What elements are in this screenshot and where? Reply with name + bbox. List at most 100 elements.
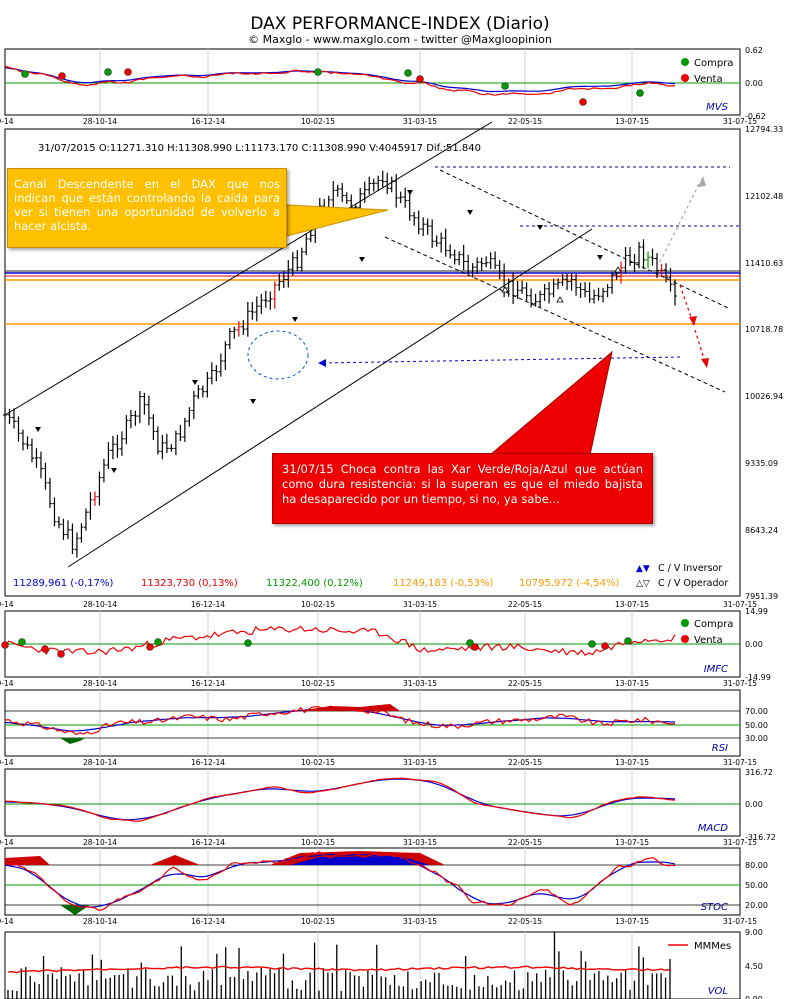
- rsi-y-tick-label: 30.00: [745, 734, 768, 743]
- macd-line: [4, 777, 676, 822]
- macd-x-tick-label: 28-10-14: [83, 838, 117, 847]
- rsi-oversold-fill: [60, 738, 85, 744]
- legend-sell-dot: [681, 74, 689, 82]
- buy-signal-dot: [154, 638, 162, 646]
- legend-buy-label: Compra: [694, 619, 733, 630]
- mvs-x-tick-label: 10-02-15: [301, 117, 335, 126]
- buy-signal-dot: [314, 68, 322, 76]
- legend-operador-label: C / V Operador: [658, 578, 728, 589]
- buy-signal-dot: [466, 639, 474, 647]
- operador-triangles: △▽: [636, 579, 650, 589]
- annotation-resistance-note: 31/07/15 Choca contra las Xar Verde/Roja…: [272, 453, 653, 524]
- buy-signal-dot: [18, 638, 26, 646]
- stoc-overbought-blue-fill: [290, 856, 430, 865]
- imfc-x-tick-label: 13-07-15: [615, 679, 649, 688]
- buy-signal-triangle: [614, 266, 622, 273]
- buy-signal-dot: [588, 640, 596, 648]
- buy-signal-dot: [21, 70, 29, 78]
- imfc-line: [4, 625, 676, 656]
- rsi-x-tick-label: 28-10-14: [83, 758, 117, 767]
- sell-signal-dot: [41, 645, 49, 653]
- macd-x-tick-label: 9-14: [0, 838, 14, 847]
- sell-signal-dot: [124, 68, 132, 76]
- stoc-x-tick-label: 13-07-15: [615, 917, 649, 926]
- imfc-y-tick-label: 14.99: [745, 607, 768, 616]
- buy-signal-dot: [404, 69, 412, 77]
- imfc-x-tick-label: 28-10-14: [83, 679, 117, 688]
- sell-signal-triangle: [467, 210, 473, 215]
- price-y-tick-label: 12794.33: [745, 125, 783, 134]
- chart-title: DAX PERFORMANCE-INDEX (Diario): [250, 14, 550, 34]
- rsi-x-tick-label: 22-05-15: [508, 758, 542, 767]
- buy-signal-triangle: [556, 296, 564, 303]
- price-x-tick-label: 13-07-15: [615, 600, 649, 609]
- sell-signal-triangle: [35, 427, 41, 432]
- sell-signal-triangle: [111, 468, 117, 473]
- sell-signal-dot: [1, 641, 9, 649]
- macd-x-tick-label: 31-07-15: [723, 838, 757, 847]
- imfc-panel-label: IMFC: [704, 664, 728, 675]
- mvs-x-tick-label: 13-07-15: [615, 117, 649, 126]
- price-y-tick-label: 10718.78: [745, 325, 783, 334]
- stoc-x-tick-label: 31-03-15: [403, 917, 437, 926]
- buy-signal-dot: [104, 68, 112, 76]
- price-x-tick-label: 16-12-14: [191, 600, 225, 609]
- macd-y-tick-label: 316.72: [745, 768, 773, 777]
- stoc-x-tick-label: 10-02-15: [301, 917, 335, 926]
- mvs-panel-label: MVS: [706, 102, 728, 113]
- mvs-y-tick-label: -0.62: [745, 112, 766, 121]
- vol-y-tick-label: 4.50: [745, 962, 763, 971]
- price-x-tick-label: 22-05-15: [508, 600, 542, 609]
- legend-inversor-label: C / V Inversor: [658, 563, 722, 574]
- buy-signal-dot: [624, 637, 632, 645]
- chart-subtitle: © Maxglo - www.maxglo.com - twitter @Max…: [248, 33, 552, 46]
- imfc-x-tick-label: 31-03-15: [403, 679, 437, 688]
- sell-signal-triangle: [359, 257, 365, 262]
- sell-signal-dot: [57, 650, 65, 658]
- stoc-x-tick-label: 28-10-14: [83, 917, 117, 926]
- inversor-triangles: ▲▼: [636, 564, 650, 574]
- mvs-x-tick-label: 28-10-14: [83, 117, 117, 126]
- mvs-y-tick-label: 0.00: [745, 79, 763, 88]
- price-y-tick-label: 10026.94: [745, 392, 783, 401]
- mvs-x-tick-label: 16-12-14: [191, 117, 225, 126]
- vol-y-tick-label: 9.00: [745, 928, 763, 937]
- up-scenario-arrow-head: [698, 176, 706, 187]
- rsi-y-tick-label: 70.00: [745, 707, 768, 716]
- legend-mmmes-label: MMMes: [694, 941, 731, 952]
- imfc-y-tick-label: 0.00: [745, 640, 763, 649]
- stoc-x-tick-label: 22-05-15: [508, 917, 542, 926]
- stoc-y-tick-label: 80.00: [745, 861, 768, 870]
- stoc-x-tick-label: 9-14: [0, 917, 14, 926]
- legend-buy-dot: [681, 619, 689, 627]
- rsi-x-tick-label: 31-03-15: [403, 758, 437, 767]
- sell-signal-triangle: [192, 380, 198, 385]
- ascending-channel-upper: [4, 121, 493, 416]
- mvs-x-tick-label: 31-07-15: [723, 117, 757, 126]
- rsi-x-tick-label: 31-07-15: [723, 758, 757, 767]
- macd-y-tick-label: -316.72: [745, 833, 776, 842]
- price-x-tick-label: 31-03-15: [403, 600, 437, 609]
- macd-panel-frame: [4, 768, 741, 837]
- down-scenario-arrow-2-head: [701, 358, 709, 368]
- rsi-y-tick-label: 50.00: [745, 721, 768, 730]
- macd-x-tick-label: 13-07-15: [615, 838, 649, 847]
- mvs-x-tick-label: 22-05-15: [508, 117, 542, 126]
- sell-signal-dot: [416, 75, 424, 83]
- sell-signal-triangle: [292, 317, 298, 322]
- price-y-tick-label: 9335.09: [745, 459, 778, 468]
- stoc-overbought-fill-2: [150, 855, 200, 865]
- stoc-y-tick-label: 50.00: [745, 881, 768, 890]
- stoc-line: [4, 851, 676, 911]
- sell-signal-dot: [471, 643, 479, 651]
- price-x-tick-label: 10-02-15: [301, 600, 335, 609]
- legend-buy-dot: [681, 58, 689, 66]
- price-y-tick-label: 12102.48: [745, 192, 783, 201]
- imfc-x-tick-label: 22-05-15: [508, 679, 542, 688]
- vol-panel-label: VOL: [708, 986, 728, 997]
- sell-signal-dot: [146, 643, 154, 651]
- macd-x-tick-label: 31-03-15: [403, 838, 437, 847]
- imfc-x-tick-label: 16-12-14: [191, 679, 225, 688]
- sell-signal-triangle: [407, 190, 413, 195]
- sell-signal-triangle: [250, 399, 256, 404]
